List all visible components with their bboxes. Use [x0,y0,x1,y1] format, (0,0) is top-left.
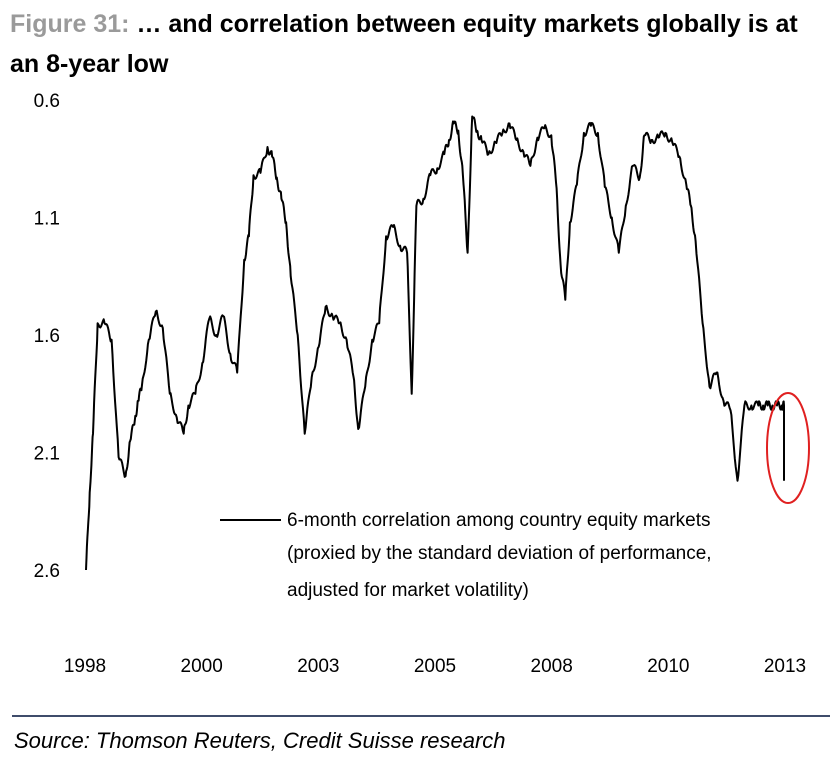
x-tick-label: 2013 [764,656,806,677]
x-tick-label: 2005 [414,656,456,677]
x-tick-label: 2003 [297,656,339,677]
x-axis: 1998 2000 2003 2005 2008 2010 2013 [64,656,806,677]
source-note: Source: Thomson Reuters, Credit Suisse r… [14,728,506,753]
line-chart: 0.6 1.1 1.6 2.1 2.6 1998 2000 2003 2005 2008 2010… [34,91,810,677]
series-line [85,115,785,571]
y-tick-label: 2.1 [34,444,60,465]
y-tick-label: 0.6 [34,91,60,112]
x-tick-label: 2008 [531,656,573,677]
x-tick-label: 2010 [647,656,689,677]
legend-line-1: 6-month correlation among country equity… [287,510,711,531]
figure-title-text: … and correlation between equity markets… [10,10,798,78]
source-divider [12,715,830,717]
figure-label: Figure 31: [10,10,130,38]
highlight-ellipse [766,392,810,504]
chart-title: Figure 31: … and correlation between equ… [10,4,830,84]
y-tick-label: 1.1 [34,209,60,230]
y-tick-label: 1.6 [34,326,60,347]
x-tick-label: 2000 [181,656,223,677]
y-axis: 0.6 1.1 1.6 2.1 2.6 [34,91,60,582]
legend-line-2: (proxied by the standard deviation of pe… [287,543,712,564]
x-tick-label: 1998 [64,656,106,677]
plot-area [85,115,785,571]
y-tick-label: 2.6 [34,561,60,582]
legend-line-3: adjusted for market volatility) [287,580,529,601]
